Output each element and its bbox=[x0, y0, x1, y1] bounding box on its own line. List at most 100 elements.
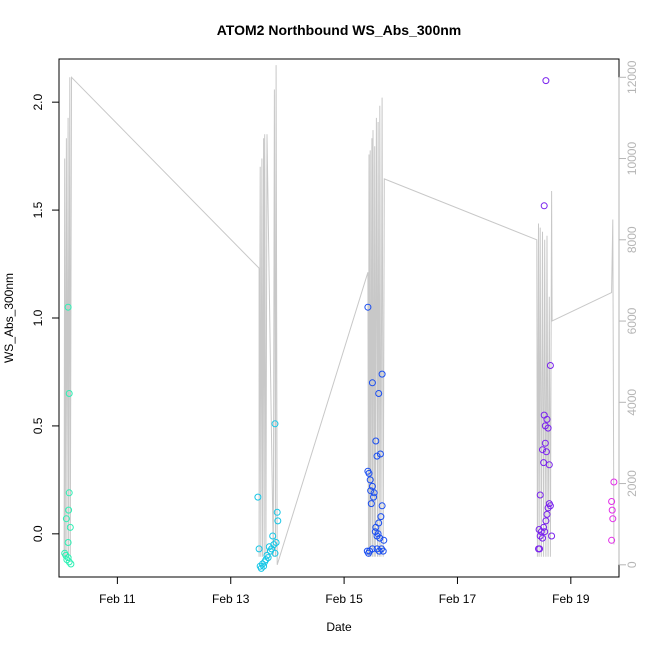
y-left-tick-label: 1.0 bbox=[31, 309, 45, 326]
data-point bbox=[378, 370, 386, 378]
y-right-tick-label: 8000 bbox=[625, 226, 639, 253]
x-tick-label: Feb 17 bbox=[439, 592, 477, 606]
data-point bbox=[543, 415, 551, 423]
data-point bbox=[260, 562, 268, 570]
data-point bbox=[373, 452, 381, 460]
y-axis-left: 0.0 0.5 1.0 1.5 2.0 bbox=[31, 94, 60, 542]
data-point bbox=[268, 545, 276, 553]
data-point bbox=[370, 493, 378, 501]
data-point bbox=[545, 461, 553, 469]
data-point bbox=[272, 539, 280, 546]
data-point bbox=[62, 515, 70, 523]
data-point bbox=[375, 390, 383, 397]
data-point bbox=[375, 519, 383, 527]
data-point bbox=[271, 549, 279, 557]
y-right-tick-label: 2000 bbox=[625, 470, 639, 497]
y-left-tick-label: 2.0 bbox=[31, 94, 45, 111]
data-point bbox=[539, 446, 546, 454]
data-point bbox=[264, 554, 272, 562]
data-point bbox=[370, 489, 378, 497]
data-point bbox=[536, 545, 544, 553]
data-point bbox=[65, 558, 73, 566]
data-point bbox=[372, 437, 380, 445]
data-point bbox=[544, 504, 552, 512]
data-point bbox=[379, 547, 387, 555]
y-left-tick-label: 0.0 bbox=[31, 525, 45, 542]
y-left-tick-label: 1.5 bbox=[31, 201, 45, 218]
data-point bbox=[368, 545, 376, 553]
data-point bbox=[65, 506, 73, 514]
data-point bbox=[546, 362, 554, 369]
data-point bbox=[257, 564, 265, 572]
y-right-tick-label: 4000 bbox=[625, 389, 639, 416]
data-point bbox=[366, 476, 374, 484]
data-point bbox=[271, 420, 279, 428]
y-left-tick-label: 0.5 bbox=[31, 417, 45, 434]
data-point bbox=[543, 510, 551, 518]
line-series bbox=[63, 65, 615, 565]
data-point bbox=[376, 450, 384, 458]
x-tick-label: Feb 13 bbox=[212, 592, 250, 606]
y-right-tick-label: 6000 bbox=[625, 307, 639, 334]
data-point bbox=[609, 515, 617, 523]
series-line bbox=[63, 65, 615, 565]
data-point bbox=[541, 439, 549, 447]
data-point bbox=[368, 482, 376, 490]
data-point bbox=[65, 489, 73, 497]
data-point bbox=[364, 303, 372, 311]
data-point bbox=[544, 424, 552, 432]
data-point bbox=[64, 303, 72, 311]
data-point bbox=[64, 554, 72, 562]
point-series bbox=[61, 77, 618, 572]
data-point bbox=[367, 487, 375, 495]
data-point bbox=[67, 560, 75, 568]
data-point bbox=[380, 536, 388, 544]
data-point bbox=[542, 517, 550, 525]
data-point bbox=[608, 536, 616, 544]
data-point bbox=[373, 545, 381, 553]
y-axis-right: 0 2000 4000 6000 8000 10000 12000 bbox=[618, 60, 639, 568]
y-right-tick-label: 12000 bbox=[625, 60, 639, 94]
data-point bbox=[66, 523, 74, 531]
x-axis: Feb 11 Feb 13 Feb 15 Feb 17 Feb 19 bbox=[99, 576, 590, 606]
data-point bbox=[254, 493, 262, 501]
data-point bbox=[64, 539, 72, 546]
x-tick-label: Feb 19 bbox=[552, 592, 590, 606]
x-tick-label: Feb 15 bbox=[325, 592, 363, 606]
y-right-tick-label: 10000 bbox=[625, 142, 639, 176]
data-point bbox=[274, 517, 282, 525]
y-axis-label: WS_Abs_300nm bbox=[2, 273, 16, 363]
data-point bbox=[376, 534, 384, 542]
data-point bbox=[62, 551, 70, 559]
data-point bbox=[365, 469, 373, 477]
data-point bbox=[610, 478, 618, 486]
data-point bbox=[367, 500, 375, 508]
data-point bbox=[542, 77, 550, 85]
y-right-tick-label: 0 bbox=[625, 561, 639, 568]
data-point bbox=[536, 491, 544, 499]
chart-title: ATOM2 Northbound WS_Abs_300nm bbox=[217, 22, 462, 38]
data-point bbox=[378, 545, 385, 553]
data-point bbox=[539, 534, 546, 542]
data-point bbox=[608, 498, 616, 505]
data-point bbox=[65, 390, 73, 397]
x-axis-label: Date bbox=[326, 620, 352, 634]
data-point bbox=[540, 523, 548, 531]
data-point bbox=[536, 532, 544, 540]
data-point bbox=[262, 556, 270, 564]
data-point bbox=[548, 532, 556, 540]
data-point bbox=[608, 506, 616, 514]
data-point bbox=[377, 513, 385, 521]
data-point bbox=[273, 508, 281, 516]
data-point bbox=[255, 545, 263, 553]
data-point bbox=[535, 526, 543, 533]
x-tick-label: Feb 11 bbox=[99, 592, 136, 606]
data-point bbox=[540, 202, 548, 210]
data-point bbox=[546, 502, 554, 510]
data-point bbox=[542, 448, 550, 456]
data-point bbox=[270, 541, 278, 549]
data-point bbox=[368, 379, 376, 387]
data-point bbox=[269, 532, 277, 540]
